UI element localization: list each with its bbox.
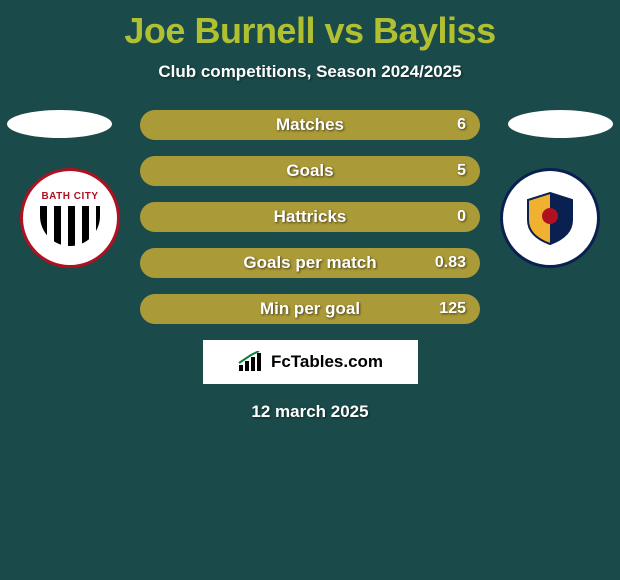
stat-right-value: 0 — [457, 208, 466, 226]
stat-right-value: 0.83 — [435, 254, 466, 272]
club-badge-left-text: BATH CITY — [41, 191, 98, 202]
stat-label: Min per goal — [260, 299, 360, 319]
player-right-ellipse — [508, 110, 613, 138]
stat-row: Hattricks 0 — [140, 202, 480, 232]
stat-label: Hattricks — [274, 207, 347, 227]
date-text: 12 march 2025 — [0, 402, 620, 422]
stat-row: Goals 5 — [140, 156, 480, 186]
club-badge-left: BATH CITY — [20, 168, 120, 268]
club-badge-left-stripes — [40, 206, 100, 246]
stat-right-value: 125 — [439, 300, 466, 318]
subtitle: Club competitions, Season 2024/2025 — [0, 62, 620, 82]
stat-right-value: 5 — [457, 162, 466, 180]
stats-bars: Matches 6 Goals 5 Hattricks 0 Goals per … — [140, 110, 480, 324]
page-title: Joe Burnell vs Bayliss — [0, 0, 620, 52]
stat-row: Min per goal 125 — [140, 294, 480, 324]
club-badge-right-inner — [520, 188, 580, 248]
content-area: BATH CITY Matches 6 Goals 5 Hattricks 0 — [0, 110, 620, 422]
branding-box: FcTables.com — [203, 340, 418, 384]
stat-label: Goals per match — [243, 253, 376, 273]
stat-label: Matches — [276, 115, 344, 135]
stat-label: Goals — [286, 161, 333, 181]
stat-right-value: 6 — [457, 116, 466, 134]
player-left-ellipse — [7, 110, 112, 138]
branding-text: FcTables.com — [271, 352, 383, 372]
club-badge-right — [500, 168, 600, 268]
stat-row: Matches 6 — [140, 110, 480, 140]
stat-row: Goals per match 0.83 — [140, 248, 480, 278]
chart-icon — [237, 351, 265, 373]
shield-icon — [520, 188, 580, 248]
